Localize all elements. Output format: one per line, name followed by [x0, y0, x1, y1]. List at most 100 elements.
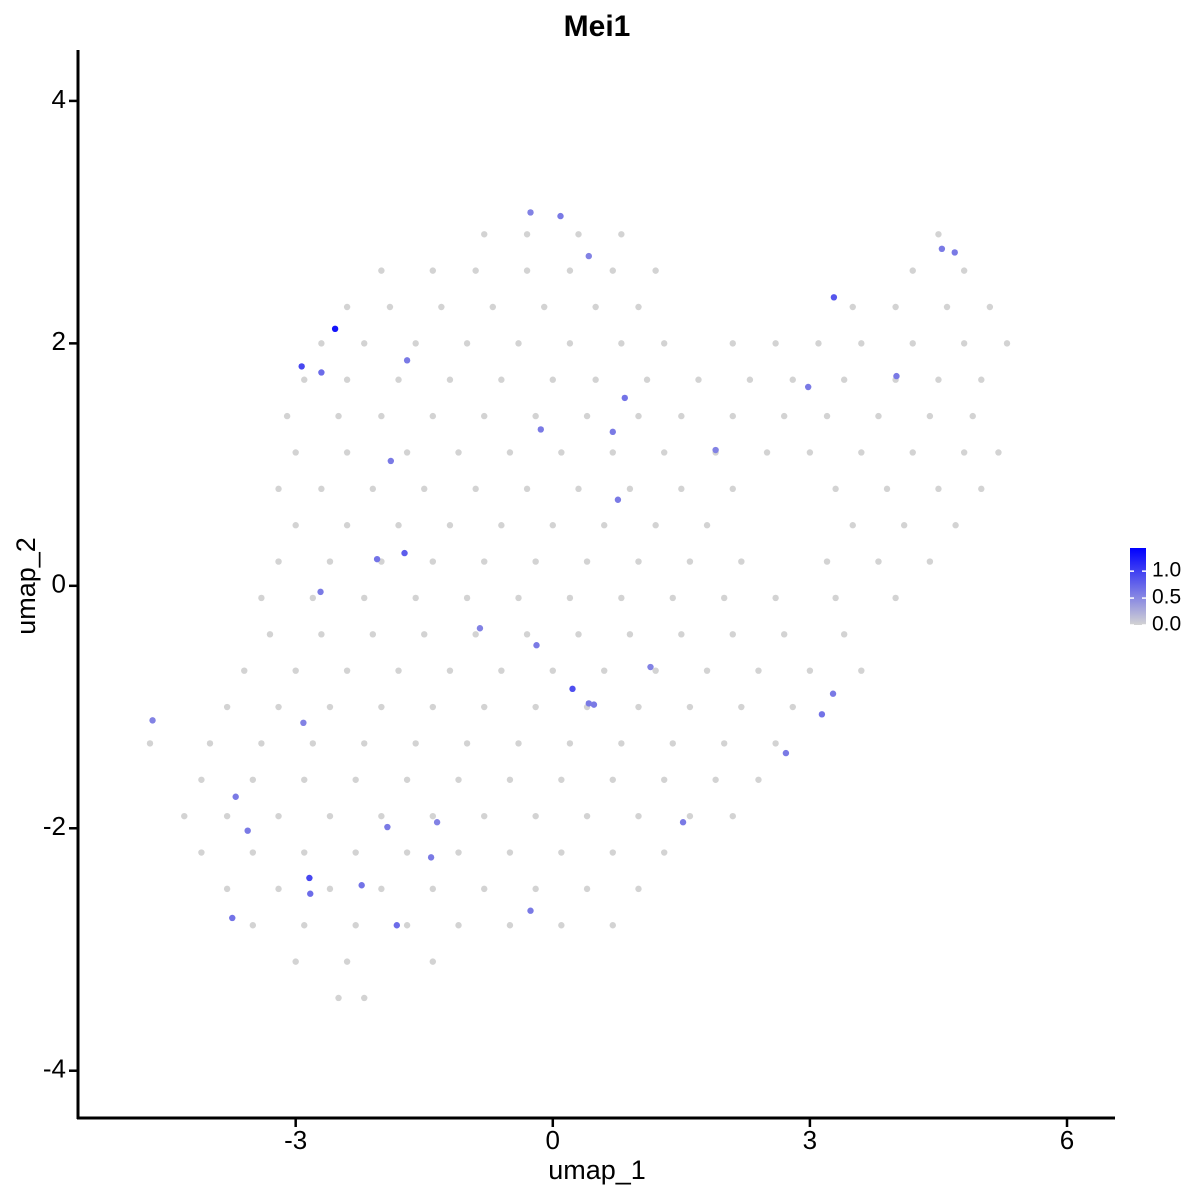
- point: [614, 496, 622, 503]
- point: [352, 776, 359, 783]
- point: [643, 376, 651, 383]
- point: [601, 667, 608, 674]
- point: [849, 522, 856, 529]
- point: [241, 667, 248, 674]
- point: [412, 740, 419, 747]
- point: [818, 711, 826, 718]
- point: [438, 303, 445, 311]
- point: [395, 522, 402, 529]
- point: [892, 303, 899, 311]
- point: [352, 922, 359, 929]
- point: [789, 703, 796, 711]
- point: [146, 740, 154, 747]
- point: [343, 376, 351, 383]
- point: [343, 303, 351, 311]
- point: [309, 740, 317, 747]
- y-tick-label: 2: [52, 326, 66, 356]
- point: [352, 849, 359, 856]
- point: [463, 340, 471, 347]
- point: [926, 558, 934, 565]
- point: [960, 449, 968, 456]
- point: [258, 594, 265, 602]
- point: [403, 849, 411, 856]
- point: [575, 485, 582, 493]
- point: [720, 594, 728, 602]
- point: [909, 449, 916, 456]
- colorbar: [1130, 548, 1146, 625]
- point: [275, 703, 282, 711]
- point: [429, 958, 437, 965]
- point: [652, 667, 659, 674]
- point: [533, 642, 540, 649]
- point: [523, 631, 531, 638]
- point: [498, 667, 505, 674]
- point: [558, 849, 565, 856]
- point: [378, 267, 385, 274]
- point: [585, 700, 592, 707]
- y-tick-label: -4: [43, 1054, 66, 1084]
- point: [840, 631, 848, 638]
- point: [429, 812, 437, 820]
- point: [446, 667, 454, 674]
- point: [403, 357, 411, 364]
- point: [378, 703, 385, 711]
- point: [223, 812, 231, 820]
- point: [343, 449, 351, 456]
- point: [326, 885, 334, 893]
- point: [893, 372, 900, 380]
- point: [585, 252, 592, 260]
- point: [343, 667, 351, 674]
- point: [326, 558, 334, 565]
- point: [537, 426, 544, 433]
- point: [566, 340, 574, 347]
- point: [412, 594, 419, 602]
- point: [583, 412, 591, 420]
- point: [149, 717, 156, 724]
- point: [532, 703, 539, 711]
- point: [729, 812, 736, 820]
- point: [566, 594, 574, 602]
- point: [712, 446, 719, 454]
- point: [378, 412, 385, 420]
- point: [909, 267, 916, 274]
- colorbar-label: 0.0: [1152, 613, 1181, 636]
- point: [738, 703, 745, 711]
- point: [652, 267, 659, 274]
- colorbar-label: 0.5: [1152, 586, 1181, 609]
- point: [609, 428, 616, 436]
- point: [729, 412, 736, 420]
- colorbar-label: 1.0: [1152, 559, 1181, 582]
- point: [583, 558, 591, 565]
- point: [301, 849, 308, 856]
- point: [832, 485, 839, 493]
- point: [283, 412, 291, 420]
- point: [626, 485, 634, 493]
- point: [427, 854, 435, 861]
- point: [829, 690, 837, 697]
- point: [830, 294, 838, 301]
- point: [275, 885, 282, 893]
- point: [618, 231, 625, 238]
- point: [678, 485, 685, 493]
- point: [481, 412, 488, 420]
- point: [583, 885, 591, 893]
- point: [412, 340, 419, 347]
- point: [369, 485, 377, 493]
- point: [301, 922, 308, 929]
- point: [635, 703, 642, 711]
- point: [421, 485, 428, 493]
- point: [421, 631, 428, 638]
- point: [549, 376, 556, 383]
- point: [481, 558, 488, 565]
- point: [575, 231, 582, 238]
- point: [669, 740, 676, 747]
- point: [198, 849, 205, 856]
- point: [358, 882, 365, 889]
- point: [318, 340, 325, 347]
- point: [635, 558, 642, 565]
- point: [403, 449, 411, 456]
- point: [455, 776, 462, 783]
- point: [318, 485, 325, 493]
- point: [532, 412, 539, 420]
- point: [1003, 340, 1011, 347]
